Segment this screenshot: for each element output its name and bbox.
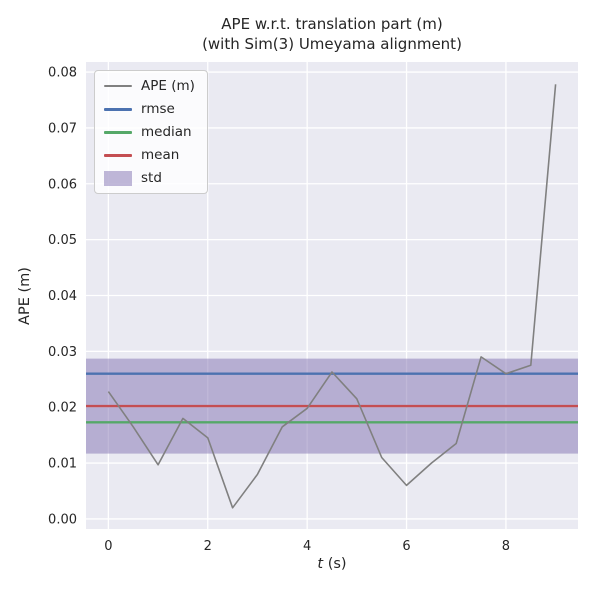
x-tick-label: 0 — [104, 539, 112, 554]
legend-item-median: median — [104, 124, 195, 140]
chart-title-line2: (with Sim(3) Umeyama alignment) — [202, 35, 462, 53]
x-tick-label: 8 — [502, 539, 510, 554]
y-tick-label: 0.06 — [48, 177, 77, 192]
legend-label-std: std — [141, 170, 162, 186]
x-tick-label: 6 — [402, 539, 410, 554]
legend-item-std: std — [104, 170, 195, 186]
y-tick-label: 0.08 — [48, 66, 77, 81]
x-tick-label: 2 — [204, 539, 212, 554]
y-axis-label: APE (m) — [17, 267, 33, 325]
legend-item-rmse: rmse — [104, 101, 195, 117]
legend-swatch-mean — [104, 153, 132, 157]
x-axis-label-unit: (s) — [323, 556, 347, 572]
y-tick-label: 0.04 — [48, 289, 77, 304]
chart-title: APE w.r.t. translation part (m) (with Si… — [86, 14, 578, 54]
legend: APE (m) rmse median mean std — [94, 70, 208, 194]
legend-item-mean: mean — [104, 147, 195, 163]
y-tick-label: 0.07 — [48, 121, 77, 136]
legend-label-rmse: rmse — [141, 101, 175, 117]
y-tick-label: 0.01 — [48, 457, 77, 472]
legend-swatch-std — [104, 170, 132, 186]
legend-swatch-rmse — [104, 107, 132, 111]
legend-label-mean: mean — [141, 147, 180, 163]
y-tick-label: 0.02 — [48, 401, 77, 416]
legend-label-ape: APE (m) — [141, 78, 195, 94]
legend-swatch-median — [104, 130, 132, 134]
y-tick-label: 0.03 — [48, 345, 77, 360]
y-tick-label: 0.00 — [48, 512, 77, 527]
legend-swatch-ape — [104, 85, 132, 87]
chart-title-line1: APE w.r.t. translation part (m) — [221, 15, 443, 33]
y-tick-label: 0.05 — [48, 233, 77, 248]
x-tick-label: 4 — [303, 539, 311, 554]
legend-label-median: median — [141, 124, 192, 140]
ape-line — [107, 84, 557, 509]
x-axis-label-var: t — [317, 556, 324, 572]
x-axis-label: t (s) — [86, 556, 578, 572]
legend-item-ape: APE (m) — [104, 78, 195, 94]
